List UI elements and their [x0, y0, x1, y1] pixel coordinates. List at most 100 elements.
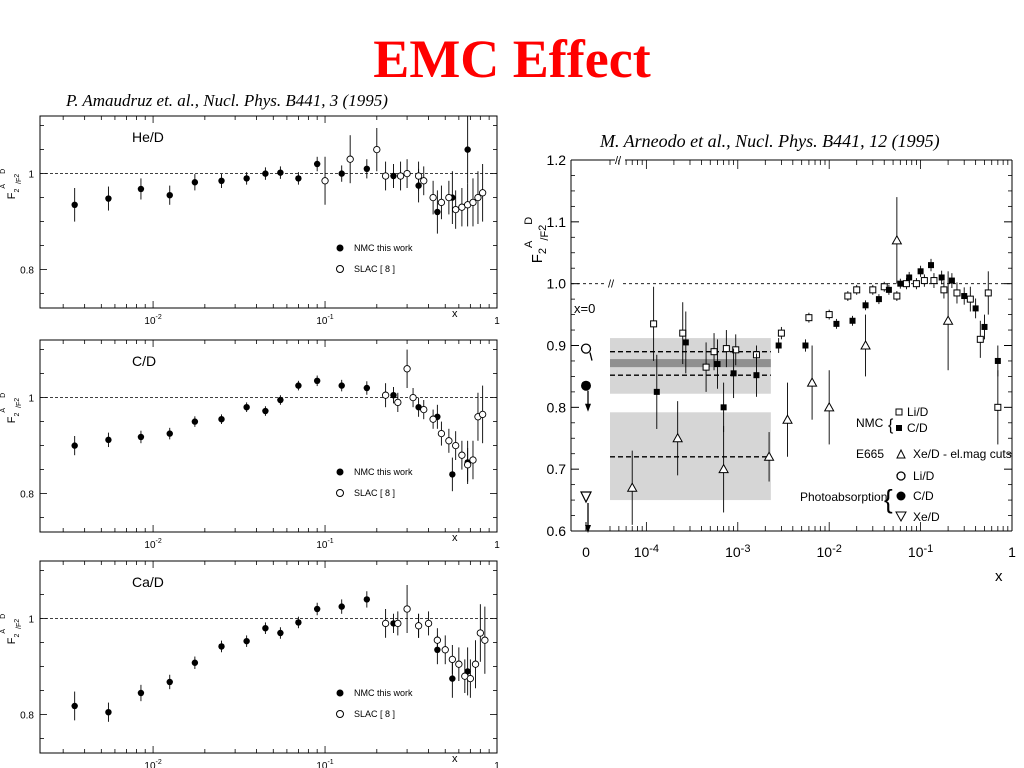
photoabsorption-li-x0	[580, 343, 592, 354]
x-tick-label: 10-4	[634, 543, 659, 560]
y-tick-label: 0.9	[547, 338, 567, 354]
legend-marker-nmc	[336, 689, 344, 697]
x-tick-label: 10-1	[316, 314, 333, 327]
data-point-slac	[403, 365, 411, 373]
x-tick-label: 0	[582, 544, 590, 560]
legend-label-slac: SLAC [ 8 ]	[354, 264, 395, 274]
x-tick-label: 10-1	[316, 538, 333, 551]
data-point-c	[833, 320, 840, 327]
data-point-slac	[469, 456, 477, 464]
data-point-li	[984, 289, 992, 297]
legend-label-photo-xe: Xe/D	[913, 510, 940, 524]
data-point-c	[917, 268, 924, 275]
x-tick-label: 10-1	[316, 759, 333, 768]
data-point-li	[930, 277, 938, 285]
data-point-slac	[437, 429, 446, 438]
data-point-nmc	[71, 201, 78, 208]
data-point-slac	[466, 674, 475, 683]
data-point-li	[805, 314, 813, 322]
left-reference: P. Amaudruz et. al., Nucl. Phys. B441, 3…	[66, 91, 388, 110]
data-point-nmc	[105, 195, 112, 202]
legend-brace: {	[888, 417, 894, 434]
plot-frame	[39, 560, 498, 754]
data-point-slac	[478, 410, 487, 419]
data-point-nmc	[338, 603, 345, 610]
data-point-xe	[860, 339, 871, 350]
x-tick-label: 1	[494, 761, 500, 768]
data-point-nmc	[277, 396, 284, 404]
data-point-slac	[441, 646, 449, 654]
plot-frame	[39, 115, 498, 309]
data-point-c	[961, 293, 968, 300]
legend-e665-label: E665	[856, 447, 884, 461]
data-point-slac	[373, 145, 381, 154]
data-point-c	[862, 302, 869, 309]
y-tick-label: 1	[28, 170, 34, 181]
data-point-nmc	[105, 709, 112, 716]
x-tick-label: 10-2	[144, 314, 161, 327]
upper-limit-arrow	[589, 352, 593, 361]
data-point-slac	[481, 636, 489, 644]
data-point-c	[682, 339, 689, 346]
data-point-nmc	[191, 418, 199, 425]
y-tick-label: 1	[28, 615, 34, 626]
x-zero-label: x=0	[574, 301, 595, 316]
legend-marker-nmc	[336, 244, 344, 252]
data-point-c	[775, 342, 782, 349]
data-point-c	[928, 262, 935, 269]
data-point-nmc	[71, 442, 78, 449]
x-tick-label: 10-3	[725, 543, 750, 560]
data-point-li	[844, 292, 852, 300]
data-point-slac	[409, 393, 417, 402]
data-point-nmc	[313, 377, 321, 384]
legend-label-nmc: NMC this work	[354, 467, 413, 477]
x-tick-label: 1	[494, 540, 500, 551]
y-axis-label: F2A/F2D	[0, 393, 23, 424]
upper-limit-arrowhead	[585, 403, 591, 412]
data-point-nmc	[262, 170, 269, 177]
panel-label: C/D	[132, 353, 156, 369]
data-point-li	[920, 277, 928, 285]
data-point-nmc	[464, 146, 471, 153]
data-point-nmc	[363, 165, 371, 172]
data-point-li	[953, 289, 961, 297]
legend-label-li: Li/D	[907, 405, 929, 419]
data-point-c	[802, 342, 809, 349]
right-reference: M. Arneodo et al., Nucl. Phys. B441, 12 …	[600, 131, 940, 151]
data-point-c	[994, 357, 1001, 364]
data-point-slac	[420, 177, 428, 185]
x-axis-label: x	[995, 568, 1003, 585]
data-point-c	[972, 305, 979, 312]
data-point-nmc	[218, 643, 225, 650]
data-point-slac	[452, 441, 460, 450]
data-point-nmc	[191, 659, 199, 666]
photoabsorption-xe-x0	[580, 491, 592, 504]
data-point-c	[730, 370, 737, 377]
x-tick-label: 1	[1008, 544, 1016, 560]
data-point-c	[714, 361, 721, 368]
data-point-slac	[429, 415, 437, 423]
x-axis-label: x	[452, 308, 458, 320]
data-point-c	[653, 388, 660, 395]
data-point-xe	[626, 482, 638, 492]
data-point-nmc	[390, 172, 397, 180]
data-point-slac	[458, 451, 466, 459]
y-axis-label: F2A/F2D	[0, 169, 23, 200]
data-point-xe	[806, 377, 818, 387]
data-point-xe	[823, 401, 835, 412]
legend-nmc-label: NMC	[856, 416, 884, 430]
data-point-nmc	[390, 392, 397, 399]
chart-arneodo: ////0.60.70.80.91.01.11.20 10-4 10-3 10-2 10…	[523, 152, 1016, 585]
x-tick-label: 10-2	[144, 759, 161, 768]
y-tick-label: 0.8	[20, 490, 34, 501]
legend-marker-slac	[336, 710, 344, 718]
data-point-li	[994, 403, 1002, 411]
data-point-xe	[942, 315, 954, 325]
data-point-li	[893, 292, 901, 300]
data-point-slac	[346, 155, 354, 163]
legend-marker-photo-li	[896, 471, 906, 481]
x-axis-label: x	[452, 753, 458, 765]
data-point-nmc	[243, 637, 250, 645]
x-tick-label: 1	[494, 316, 500, 327]
legend-label-nmc: NMC this work	[354, 243, 413, 253]
